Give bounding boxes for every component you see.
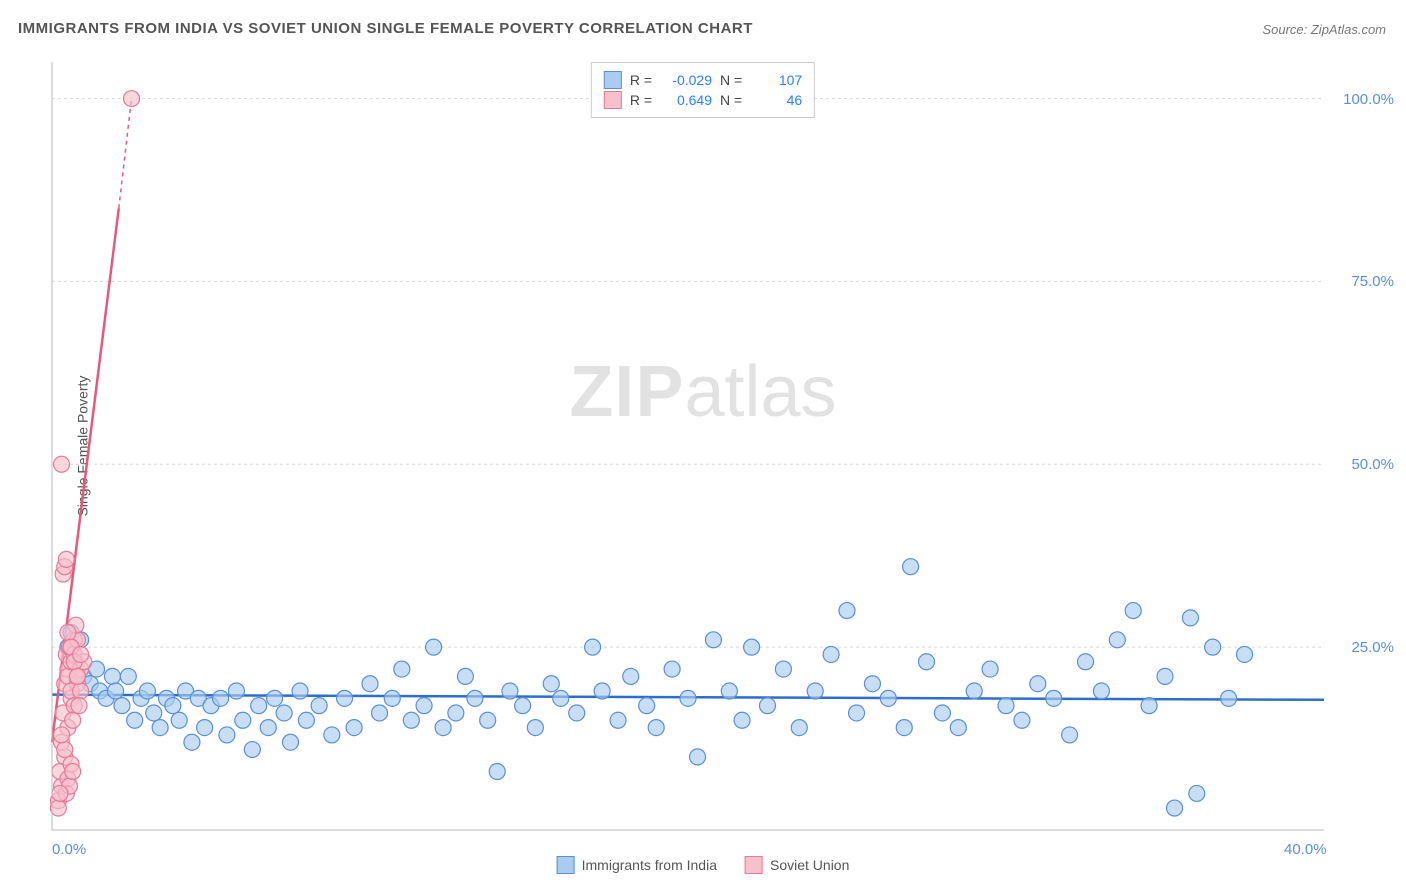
- y-tick-label: 100.0%: [1343, 91, 1394, 108]
- r-label: R =: [630, 72, 652, 88]
- legend-item-soviet: Soviet Union: [745, 856, 849, 874]
- y-tick-label: 50.0%: [1351, 456, 1394, 473]
- n-label: N =: [720, 72, 742, 88]
- legend-swatch-soviet-icon: [745, 856, 763, 874]
- y-tick-label: 25.0%: [1351, 639, 1394, 656]
- legend-stats-row-0: R = -0.029 N = 107: [604, 71, 802, 89]
- chart-title: IMMIGRANTS FROM INDIA VS SOVIET UNION SI…: [18, 20, 753, 37]
- n-label: N =: [720, 92, 742, 108]
- legend-label-soviet: Soviet Union: [770, 857, 849, 873]
- legend-item-india: Immigrants from India: [557, 856, 717, 874]
- source-attribution: Source: ZipAtlas.com: [1262, 22, 1386, 37]
- r-value-soviet: 0.649: [660, 92, 712, 108]
- n-value-soviet: 46: [750, 92, 802, 108]
- chart-plot-area: 25.0%50.0%75.0%100.0%0.0%40.0%: [50, 60, 1326, 832]
- legend-swatch-india: [604, 71, 622, 89]
- scatter-chart-svg: [50, 60, 1326, 832]
- legend-series: Immigrants from India Soviet Union: [557, 856, 850, 874]
- legend-swatch-india-icon: [557, 856, 575, 874]
- r-value-india: -0.029: [660, 72, 712, 88]
- n-value-india: 107: [750, 72, 802, 88]
- x-tick-label: 0.0%: [52, 841, 86, 858]
- x-tick-label: 40.0%: [1284, 841, 1327, 858]
- r-label: R =: [630, 92, 652, 108]
- legend-label-india: Immigrants from India: [582, 857, 717, 873]
- legend-stats-row-1: R = 0.649 N = 46: [604, 91, 802, 109]
- legend-swatch-soviet: [604, 91, 622, 109]
- y-tick-label: 75.0%: [1351, 273, 1394, 290]
- legend-stats-box: R = -0.029 N = 107 R = 0.649 N = 46: [591, 62, 815, 118]
